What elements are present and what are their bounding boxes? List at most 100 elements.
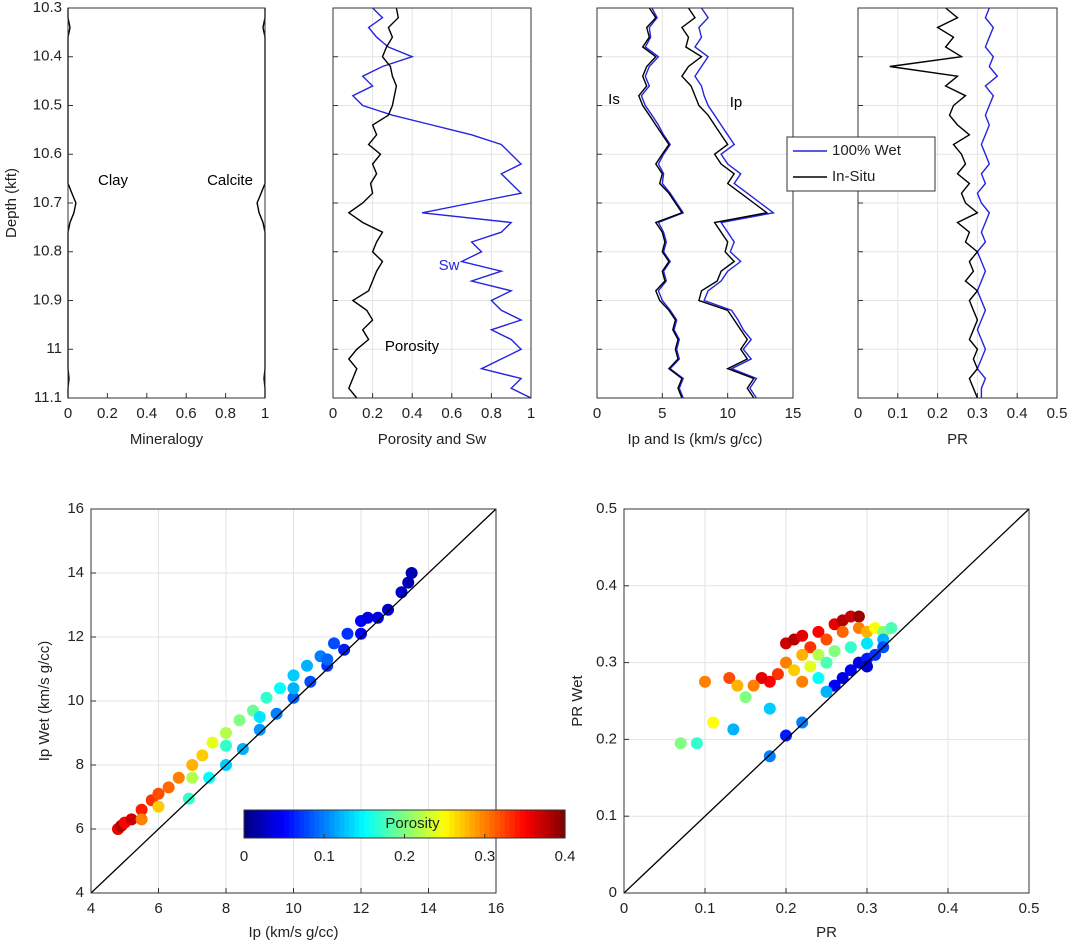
colorbar-cell <box>494 810 501 838</box>
scatter-point <box>804 641 817 654</box>
x-tick-label: 1 <box>527 405 535 422</box>
y-tick-label: 0.5 <box>596 500 617 517</box>
colorbar-label: Porosity <box>385 815 440 832</box>
legend-label: 100% Wet <box>832 142 902 159</box>
x-axis-label: Mineralogy <box>130 431 204 448</box>
log-curve <box>347 7 400 399</box>
scatter-point <box>836 671 849 684</box>
colorbar-cell <box>424 810 431 838</box>
colorbar-tick-label: 0.2 <box>394 848 415 865</box>
scatter-point <box>820 656 833 669</box>
scatter-point <box>172 771 185 784</box>
scatter-point <box>836 625 849 638</box>
colorbar-cell <box>289 810 295 838</box>
x-tick-label: 0.2 <box>927 405 948 422</box>
colorbar-cell <box>399 810 406 838</box>
colorbar-cell <box>469 810 476 838</box>
y-tick-label: 12 <box>67 628 84 645</box>
y-tick-label: 0.4 <box>596 577 617 594</box>
x-tick-label: 0.1 <box>887 405 908 422</box>
scatter-point <box>844 641 857 654</box>
scatter-point <box>755 671 768 684</box>
y-tick-label: 11 <box>46 340 62 357</box>
x-tick-label: 0.6 <box>441 405 462 422</box>
colorbar-cell <box>309 810 315 838</box>
x-axis-label: PR <box>947 431 968 448</box>
colorbar-tick-label: 0.1 <box>314 848 335 865</box>
x-tick-label: 0.2 <box>362 405 383 422</box>
colorbar-cell <box>504 810 511 838</box>
one-to-one-line <box>90 508 497 894</box>
y-tick-label: 0.1 <box>596 807 617 824</box>
scatter-point <box>270 707 283 720</box>
scatter-point <box>355 627 367 640</box>
scatter-point <box>739 691 752 704</box>
y-axis-label: PR Wet <box>569 674 586 726</box>
x-tick-label: 1 <box>261 405 269 422</box>
log-curve <box>889 7 979 399</box>
scatter-point <box>812 648 825 661</box>
log-curve <box>976 7 999 398</box>
scatter-point <box>861 660 873 673</box>
scatter-point <box>820 633 833 646</box>
colorbar-cell <box>404 810 411 838</box>
colorbar-cell <box>454 810 461 838</box>
colorbar-cell <box>479 810 486 838</box>
y-tick-label: 10.3 <box>33 0 62 16</box>
colorbar-cell <box>429 810 436 838</box>
y-tick-label: 0.3 <box>596 654 617 671</box>
colorbar-cell <box>319 810 325 838</box>
colorbar-cell <box>394 810 401 838</box>
colorbar-cell <box>439 810 446 838</box>
x-tick-label: 0.6 <box>176 405 197 422</box>
colorbar-cell <box>379 810 386 838</box>
plot-frame <box>90 508 497 894</box>
colorbar-cell <box>359 810 365 838</box>
log-curve <box>637 7 683 399</box>
scatter-point <box>885 622 898 635</box>
x-tick-label: 0 <box>854 405 862 422</box>
scatter-point <box>260 691 273 704</box>
x-tick-label: 0.5 <box>1047 405 1068 422</box>
y-tick-label: 16 <box>67 500 84 517</box>
scatter-point <box>674 737 687 750</box>
colorbar-cell <box>369 810 376 838</box>
y-tick-label: 8 <box>76 756 84 773</box>
y-tick-label: 0 <box>609 884 617 901</box>
x-tick-label: 0.1 <box>695 900 716 917</box>
colorbar-cell <box>434 810 441 838</box>
scatter-point <box>852 610 865 623</box>
x-tick-label: 5 <box>658 405 666 422</box>
scatter-point <box>788 664 801 677</box>
x-tick-label: 0.4 <box>938 900 959 917</box>
y-axis-label: Depth (kft) <box>3 168 20 238</box>
scatter-point <box>301 659 313 672</box>
curve-label: Calcite <box>207 172 253 189</box>
colorbar-cell <box>314 810 320 838</box>
x-tick-label: 0.8 <box>481 405 502 422</box>
colorbar-tick-label: 0.3 <box>474 848 495 865</box>
scatter-point <box>304 675 317 688</box>
plot-frame <box>596 7 794 399</box>
colorbar-cell <box>284 810 290 838</box>
scatter-point <box>861 637 873 650</box>
scatter-point <box>763 702 776 715</box>
colorbar-cell <box>529 810 536 838</box>
legend-box <box>786 136 936 192</box>
colorbar-cell <box>299 810 305 838</box>
y-tick-label: 10.4 <box>33 48 62 65</box>
y-tick-label: 11.1 <box>34 389 62 406</box>
x-axis-label: PR <box>816 924 837 941</box>
scatter-point <box>341 627 354 640</box>
x-tick-label: 10 <box>285 900 302 917</box>
colorbar-cell <box>554 810 561 838</box>
x-tick-label: 0.3 <box>857 900 878 917</box>
y-tick-label: 10 <box>67 692 84 709</box>
log-curve <box>680 7 769 399</box>
scatter-point <box>220 727 232 739</box>
scatter-point <box>135 813 148 826</box>
scatter-point <box>796 648 809 661</box>
scatter-point <box>812 625 825 638</box>
colorbar-cell <box>249 810 255 838</box>
